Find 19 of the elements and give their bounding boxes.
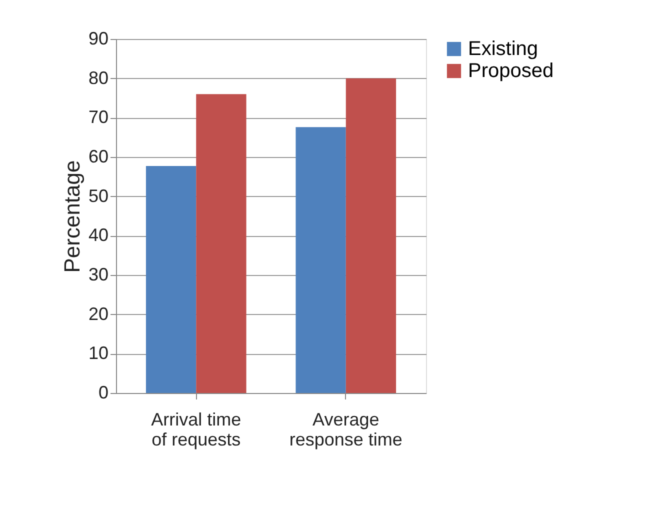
y-tick-label: 40 — [88, 225, 108, 246]
y-tick-label: 10 — [88, 343, 108, 364]
y-tick-label: 90 — [88, 28, 108, 48]
y-tick-label: 50 — [88, 186, 108, 206]
y-tick-label: 80 — [88, 68, 108, 88]
legend-label: Existing — [468, 38, 538, 60]
x-tick-label: Arrival time of requests — [151, 410, 242, 450]
bar — [146, 166, 196, 393]
x-tick-label: Average response time — [289, 410, 402, 450]
y-tick-label: 30 — [88, 264, 108, 284]
bar — [346, 78, 396, 393]
y-axis-title: Percentage — [59, 160, 84, 273]
y-tick-label: 60 — [88, 146, 108, 166]
legend-label: Proposed — [468, 60, 554, 82]
bar — [196, 94, 246, 393]
y-tick-label: 0 — [98, 382, 108, 402]
y-tick-label: 20 — [88, 304, 108, 324]
y-tick-label: 70 — [88, 107, 108, 128]
bar — [296, 127, 346, 393]
